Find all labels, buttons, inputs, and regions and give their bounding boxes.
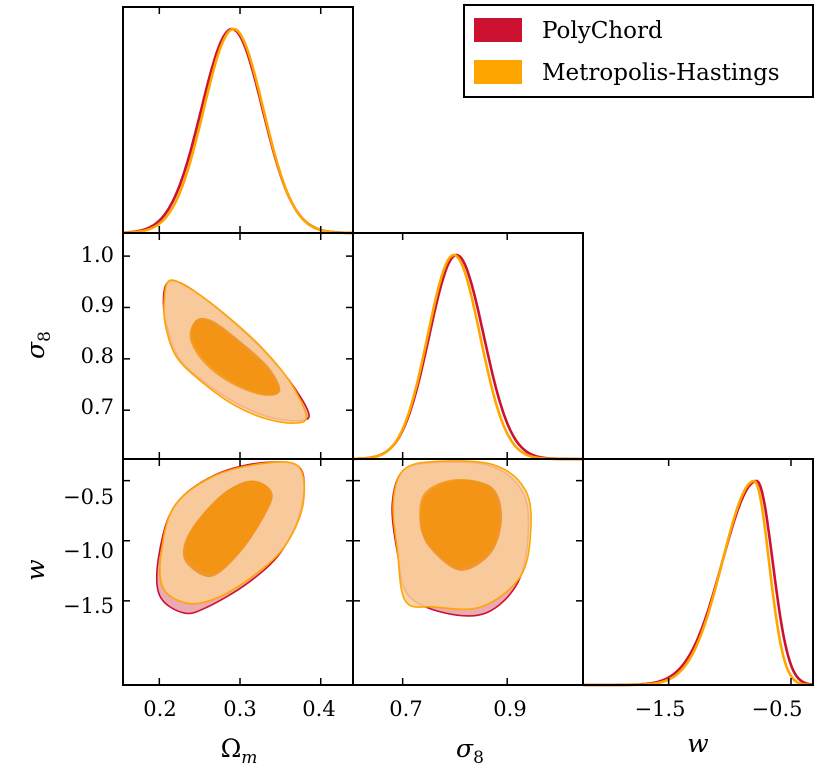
tick-labels: 0.2 0.3 0.4 0.7 0.9 −1.5 −0.5 0.7 0.8 0.… [63, 243, 803, 721]
x-axis-label-omega-m-sub: m [241, 748, 257, 768]
legend-frame [463, 4, 814, 98]
tick-label-sigma-8-left-0.9: 0.9 [81, 293, 114, 317]
tick-label-w-left-neg1.0: −1.0 [63, 539, 114, 563]
corner-plot-panels [122, 6, 814, 687]
tick-label-sigma-8-bottom-0.7: 0.7 [389, 697, 422, 721]
tick-label-w-left-neg0.5: −0.5 [63, 485, 114, 509]
tick-label-sigma-8-left-1.0: 1.0 [81, 243, 114, 267]
y-axis-label-sigma-8: σ8 [21, 331, 55, 359]
tick-label-omega-m-0.4: 0.4 [302, 697, 335, 721]
axis-labels: Ωm σ8 w σ8 w [21, 331, 709, 768]
marginal-metropolis-hastings-sigma-8 [352, 253, 583, 461]
x-axis-label-w: w [687, 729, 708, 758]
panel-frame-1-1 [352, 232, 584, 460]
legend-label-metropolis-hastings: Metropolis-Hastings [542, 60, 780, 86]
tick-label-sigma-8-bottom-0.9: 0.9 [493, 697, 526, 721]
marginal-polychord-w [583, 479, 814, 687]
tick-label-w-left-neg1.5: −1.5 [63, 594, 114, 618]
x-axis-label-sigma-8: σ8 [456, 734, 484, 768]
x-axis-label-omega-m: Ωm [221, 734, 258, 768]
contour-68-metropolis-hastings-omega-m-w [184, 480, 272, 574]
y-axis-label-sigma-8-base: σ [21, 341, 50, 359]
marginal-polychord-omega-m [123, 27, 353, 235]
contour-68-metropolis-hastings-omega-m-sigma-8 [189, 319, 279, 396]
marginal-metropolis-hastings-w [583, 479, 813, 687]
x-axis-label-sigma-8-sub: 8 [473, 748, 484, 768]
tick-label-w-bottom-neg0.5: −0.5 [752, 697, 803, 721]
tick-label-sigma-8-left-0.7: 0.7 [81, 395, 114, 419]
y-axis-label-sigma-8-sub: 8 [35, 331, 55, 342]
legend-label-polychord: PolyChord [542, 18, 663, 44]
legend: PolyChord Metropolis-Hastings [463, 4, 814, 98]
tick-label-sigma-8-left-0.8: 0.8 [81, 344, 114, 368]
contour-68-metropolis-hastings-sigma-8-w [419, 479, 500, 568]
marginal-metropolis-hastings-omega-m [122, 27, 353, 235]
tick-label-omega-m-0.3: 0.3 [223, 697, 256, 721]
x-axis-label-omega-m-base: Ω [221, 734, 242, 763]
panel-frame-0-0 [122, 6, 354, 234]
y-axis-label-w: w [21, 559, 50, 580]
tick-label-omega-m-0.2: 0.2 [143, 697, 176, 721]
legend-swatch-metropolis-hastings [474, 60, 522, 84]
tick-label-w-bottom-neg1.5: −1.5 [635, 697, 686, 721]
panel-frame-2-2 [582, 458, 814, 686]
legend-swatch-polychord [474, 18, 522, 42]
x-axis-label-sigma-8-base: σ [456, 734, 474, 763]
